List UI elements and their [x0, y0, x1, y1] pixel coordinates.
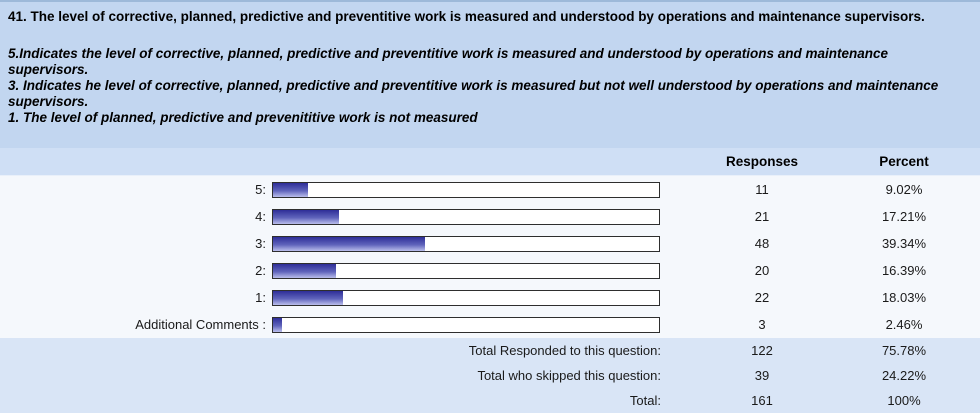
summary-label: Total:: [629, 393, 661, 408]
summary-percent-value: 75.78%: [881, 343, 927, 358]
question-header: 41. The level of corrective, planned, pr…: [0, 2, 980, 148]
summary-label: Total Responded to this question:: [468, 343, 661, 358]
answer-bar-cell: [272, 181, 666, 198]
responses-value: 11: [755, 182, 769, 197]
answer-label: 2:: [255, 263, 266, 278]
answer-bar-cell: [272, 262, 666, 279]
bar-fill: [273, 182, 308, 197]
scale-description-5: 5.Indicates the level of corrective, pla…: [8, 46, 888, 77]
answer-label: 1:: [255, 290, 266, 305]
answer-bar-cell: [272, 289, 666, 306]
percent-value: 39.34%: [881, 236, 927, 251]
bar-fill: [273, 317, 283, 332]
percent-column-header: Percent: [879, 154, 929, 169]
answer-rows: 5: 11 9.02% 4: 21 17.21% 3:: [0, 176, 980, 338]
percent-value: 18.03%: [881, 290, 927, 305]
bar-track: [272, 235, 660, 252]
bar-fill: [273, 263, 337, 278]
answer-bar-cell: [272, 208, 666, 225]
answer-label: 4:: [255, 209, 266, 224]
scale-description-3: 3. Indicates he level of corrective, pla…: [8, 78, 939, 109]
bar-track: [272, 208, 660, 225]
answer-row-3: 3: 48 39.34%: [0, 230, 980, 257]
answer-row-additional-comments: Additional Comments : 3 2.46%: [0, 311, 980, 338]
percent-value: 17.21%: [881, 209, 927, 224]
percent-value: 16.39%: [881, 263, 927, 278]
bar-track: [272, 181, 660, 198]
scale-description-1: 1. The level of planned, predictive and …: [8, 110, 478, 125]
table-column-header: Responses Percent: [0, 148, 980, 176]
responses-column-header: Responses: [725, 154, 799, 169]
summary-responses-value: 39: [754, 368, 770, 383]
summary-row-skipped: Total who skipped this question: 39 24.2…: [0, 363, 980, 388]
percent-value: 2.46%: [885, 317, 923, 332]
responses-value: 22: [754, 290, 770, 305]
bar-track: [272, 262, 660, 279]
answer-row-5: 5: 11 9.02%: [0, 176, 980, 203]
responses-value: 48: [754, 236, 770, 251]
answer-label: 5:: [255, 182, 266, 197]
answer-row-1: 1: 22 18.03%: [0, 284, 980, 311]
summary-row-responded: Total Responded to this question: 122 75…: [0, 338, 980, 363]
answer-row-2: 2: 20 16.39%: [0, 257, 980, 284]
answer-label: Additional Comments :: [135, 317, 266, 332]
responses-value: 21: [754, 209, 770, 224]
bar-fill: [273, 290, 343, 305]
summary-row-total: Total: 161 100%: [0, 388, 980, 413]
answer-row-4: 4: 21 17.21%: [0, 203, 980, 230]
bar-track: [272, 289, 660, 306]
summary-percent-value: 100%: [887, 393, 921, 408]
summary-label: Total who skipped this question:: [477, 368, 661, 383]
bar-track: [272, 316, 660, 333]
bar-fill: [273, 209, 340, 224]
summary-rows: Total Responded to this question: 122 75…: [0, 338, 980, 413]
bar-fill: [273, 236, 425, 251]
summary-percent-value: 24.22%: [881, 368, 927, 383]
summary-responses-value: 122: [751, 343, 773, 358]
scale-descriptions: 5.Indicates the level of corrective, pla…: [8, 46, 972, 126]
responses-value: 20: [754, 263, 770, 278]
responses-value: 3: [758, 317, 766, 332]
question-title: 41. The level of corrective, planned, pr…: [8, 9, 925, 24]
answer-bar-cell: [272, 235, 666, 252]
answer-bar-cell: [272, 316, 666, 333]
answer-label: 3:: [255, 236, 266, 251]
summary-responses-value: 161: [751, 393, 773, 408]
percent-value: 9.02%: [885, 182, 923, 197]
